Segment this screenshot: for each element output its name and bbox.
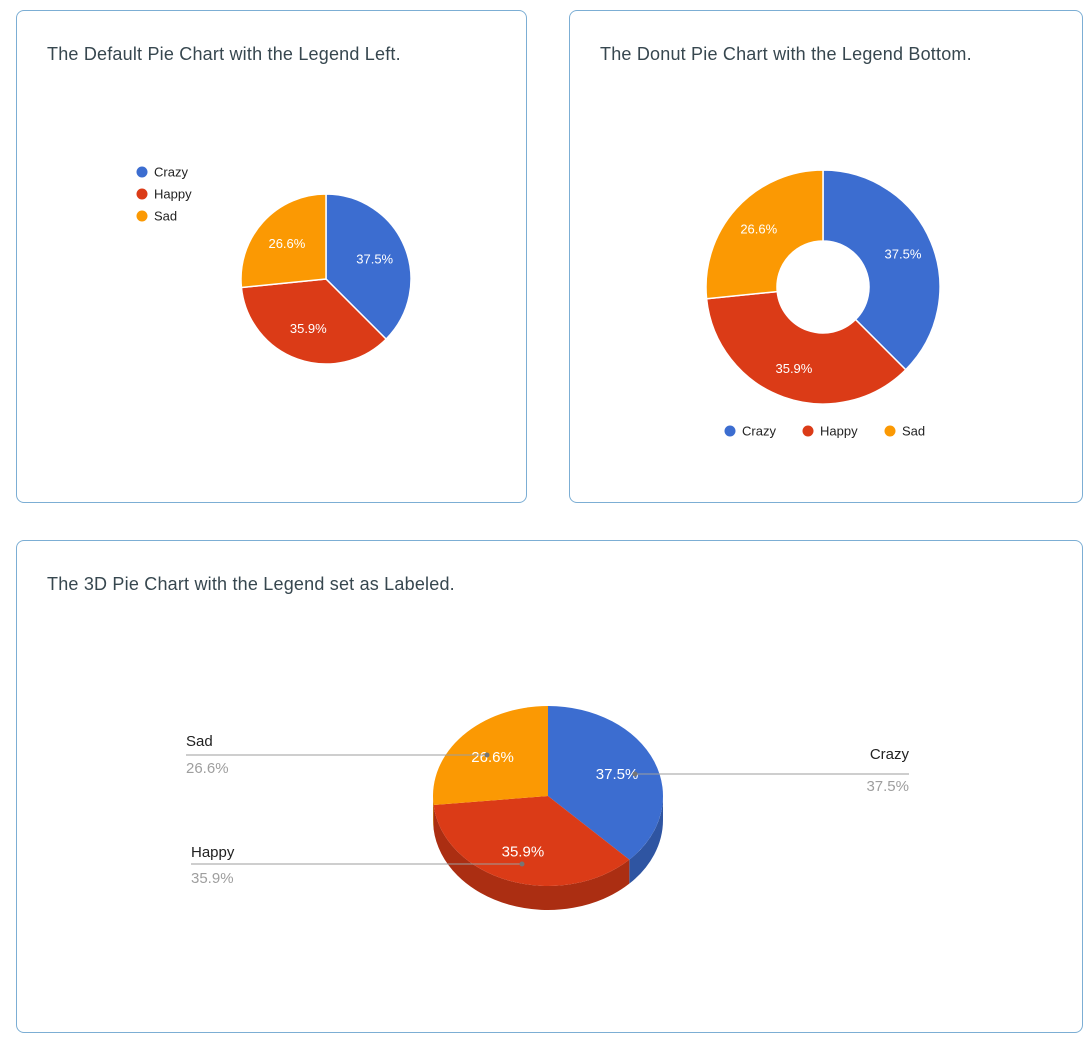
legend-swatch [802, 425, 814, 437]
legend-swatch [136, 188, 148, 200]
slice-label: 35.9% [290, 321, 327, 336]
legend-label: Crazy [742, 424, 776, 439]
pie-slice-happy[interactable] [240, 278, 387, 365]
callout-dot [632, 771, 638, 777]
callout-percent: 35.9% [191, 870, 234, 887]
callout-percent: 26.6% [186, 760, 229, 777]
pie-slice-side-happy [433, 805, 630, 910]
legend-item-happy[interactable]: Happy [802, 424, 859, 439]
chart-title-donut: The Donut Pie Chart with the Legend Bott… [600, 44, 972, 64]
pie-slice-side-crazy [629, 796, 663, 884]
slice-label: 37.5% [885, 246, 922, 261]
callout-name: Happy [191, 844, 235, 861]
pie-slice-side-sad [433, 796, 434, 830]
pie-slice-crazy[interactable] [325, 193, 412, 340]
callout-percent: 37.5% [866, 778, 909, 795]
legend-item-crazy[interactable]: Crazy [724, 424, 777, 439]
pie-slice-sad[interactable] [240, 193, 327, 289]
legend-item-happy[interactable]: Happy [136, 187, 193, 202]
pie-slice-happy[interactable] [705, 290, 907, 405]
card-default-pie: The Default Pie Chart with the Legend Le… [16, 10, 527, 503]
legend-label: Sad [154, 209, 177, 224]
legend-swatch [136, 166, 148, 178]
callout-name: Sad [186, 733, 213, 750]
chart-title-default: The Default Pie Chart with the Legend Le… [47, 44, 401, 64]
legend-item-sad[interactable]: Sad [136, 209, 178, 224]
threed-pie-chart[interactable]: 37.5% 35.9% 26.6% Crazy 37.5% Happy 35.9% Sad 26… [17, 541, 1082, 1032]
pie-slice-sad[interactable] [705, 169, 824, 300]
pie-slice-crazy[interactable] [548, 706, 663, 860]
legend-label: Sad [902, 424, 925, 439]
slice-label: 37.5% [356, 251, 393, 266]
card-donut-pie: The Donut Pie Chart with the Legend Bott… [569, 10, 1083, 503]
callout-dot [484, 752, 490, 758]
legend-label: Happy [154, 187, 192, 202]
legend-label: Crazy [154, 165, 188, 180]
callout-name: Crazy [870, 746, 910, 763]
legend-item-sad[interactable]: Sad [884, 424, 926, 439]
slice-label: 26.6% [471, 749, 514, 766]
legend-swatch [884, 425, 896, 437]
pie-slice-sad[interactable] [433, 706, 548, 806]
chart-title-3d: The 3D Pie Chart with the Legend set as … [47, 574, 455, 594]
callout-sad: Sad 26.6% [186, 733, 490, 777]
callout-crazy: Crazy 37.5% [632, 746, 910, 795]
donut-pie-chart[interactable]: 37.5% 35.9% 26.6% Crazy Happy Sad [570, 11, 1082, 502]
callout-dot [519, 861, 525, 867]
pie-slice-crazy[interactable] [822, 169, 941, 371]
slice-label: 35.9% [502, 843, 545, 860]
legend-swatch [724, 425, 736, 437]
slice-label: 26.6% [268, 236, 305, 251]
slice-label: 37.5% [596, 766, 639, 783]
legend-swatch [136, 210, 148, 222]
legend-item-crazy[interactable]: Crazy [136, 165, 189, 180]
slice-label: 35.9% [775, 361, 812, 376]
slice-label: 26.6% [740, 221, 777, 236]
legend-label: Happy [820, 424, 858, 439]
callout-happy: Happy 35.9% [191, 844, 525, 887]
card-3d-pie: The 3D Pie Chart with the Legend set as … [16, 540, 1083, 1033]
default-pie-chart[interactable]: 37.5% 35.9% 26.6% Crazy Happy Sad [17, 11, 526, 502]
